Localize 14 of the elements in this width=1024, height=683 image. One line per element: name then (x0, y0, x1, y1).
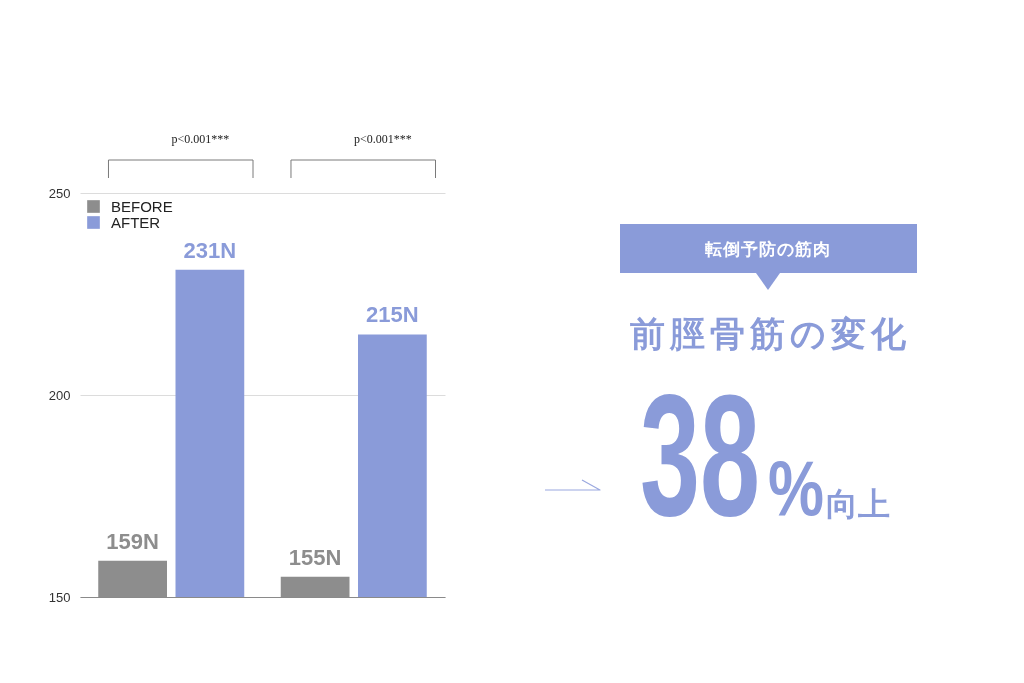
text: p<0.001*** (171, 132, 230, 146)
text: 38%向上 (640, 359, 890, 551)
data-label: 231N (183, 237, 237, 263)
legend-label: BEFORE (111, 197, 173, 215)
data-label: 155N (288, 544, 342, 570)
y-tick-label: 250 (48, 185, 71, 201)
y-tick-label: 200 (48, 387, 71, 403)
text: 転倒予防の筋肉 (704, 240, 831, 259)
legend-label: AFTER (111, 213, 161, 231)
y-tick-label: 150 (48, 589, 71, 605)
data-label: 215N (366, 302, 419, 328)
text: p<0.001*** (354, 132, 412, 146)
data-label: 159N (106, 528, 159, 554)
text: 前脛骨筋の変化 (629, 314, 911, 353)
